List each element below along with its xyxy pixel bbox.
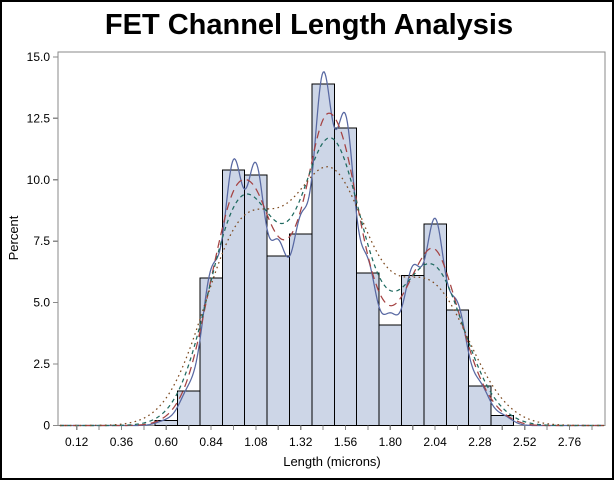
axes-layer: 0.12 0.36 0.60 0.84 1.08 1.32 1.56 1.80 2.04 2.28… [27, 50, 593, 449]
density-curve-solid-blue [59, 71, 605, 427]
x-tick-label: 1.56 [334, 435, 358, 449]
histogram-bar [445, 309, 470, 426]
x-tick-label: 0.84 [199, 435, 223, 449]
x-tick-label: 1.08 [244, 435, 268, 449]
x-tick-label: 2.52 [513, 435, 537, 449]
y-tick-label: 0 [43, 419, 50, 433]
histogram-bar [244, 174, 268, 426]
x-axis-title: Length (microns) [283, 454, 381, 469]
histogram-bar [154, 420, 178, 427]
x-tick-label: 2.04 [423, 435, 447, 449]
x-tick-label: 0.36 [110, 435, 134, 449]
x-tick-label: 1.80 [379, 435, 403, 449]
histogram-bar [333, 127, 358, 426]
y-tick-label: 10.0 [27, 173, 51, 187]
density-curve-dotted-brown [59, 166, 605, 427]
y-tick-label: 7.5 [33, 234, 50, 248]
y-tick-label: 5.0 [33, 296, 50, 310]
histogram-bar [401, 275, 425, 426]
histogram-bars-layer [154, 83, 515, 427]
y-axis-title: Percent [6, 215, 21, 260]
density-curve-dashed-red [59, 112, 605, 427]
histogram-bar [288, 233, 313, 426]
histogram-bar [356, 272, 380, 426]
y-tick-label: 2.5 [33, 357, 50, 371]
y-tick-label: 12.5 [27, 111, 51, 125]
histogram-bar [468, 385, 492, 426]
histogram-bar [266, 255, 290, 426]
histogram-bar [378, 324, 403, 427]
x-tick-label: 2.28 [468, 435, 492, 449]
density-curve-dashed-teal [59, 137, 605, 427]
x-tick-label: 0.12 [65, 435, 89, 449]
histogram-bar [199, 277, 223, 426]
y-tick-label: 15.0 [27, 50, 51, 64]
x-tick-label: 1.32 [289, 435, 313, 449]
chart-title: FET Channel Length Analysis [105, 9, 513, 41]
density-curves-layer [59, 71, 605, 427]
x-tick-label: 0.60 [155, 435, 179, 449]
x-tick-label: 2.76 [558, 435, 582, 449]
